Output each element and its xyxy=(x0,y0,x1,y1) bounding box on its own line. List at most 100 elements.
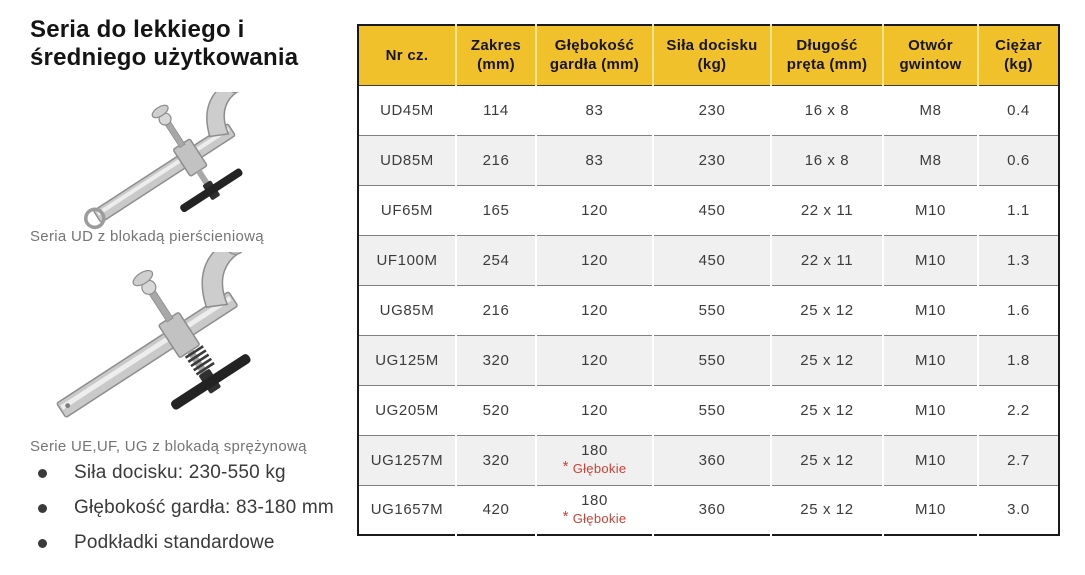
bullet-icon xyxy=(38,504,47,513)
cell-weight: 1.3 xyxy=(977,234,1059,285)
cell-clamping-force: 230 xyxy=(652,134,771,185)
bullet-icon xyxy=(38,539,47,548)
cell-throat-depth: 120 xyxy=(535,234,653,285)
deep-note: * Głębokie xyxy=(562,508,627,527)
feature-item: Podkładki standardowe xyxy=(38,532,348,554)
cell-clamping-force: 360 xyxy=(652,434,771,485)
cell-range: 254 xyxy=(455,234,536,285)
table-row: UG205M 520 120 550 25 x 12 M10 2.2 xyxy=(358,384,1059,435)
cell-thread-hole: M10 xyxy=(882,284,978,335)
cell-weight: 1.8 xyxy=(977,334,1059,385)
cell-range: 216 xyxy=(455,284,536,335)
feature-item: Głębokość gardła: 83-180 mm xyxy=(38,497,348,519)
cell-weight: 1.6 xyxy=(977,284,1059,335)
cell-bar-length: 25 x 12 xyxy=(770,284,883,335)
bullet-icon xyxy=(38,469,47,478)
cell-part-number: UD85M xyxy=(358,134,456,185)
cell-throat-depth: 83 xyxy=(535,134,653,185)
cell-throat-depth: 120 xyxy=(535,334,653,385)
cell-part-number: UF100M xyxy=(358,234,456,285)
table-row: UG125M 320 120 550 25 x 12 M10 1.8 xyxy=(358,334,1059,385)
spec-table-container: Nr cz. Zakres (mm) Głębokość gardła (mm)… xyxy=(357,24,1060,536)
cell-throat-depth: 120 xyxy=(535,384,653,435)
cell-clamping-force: 450 xyxy=(652,234,771,285)
clamp-ud-caption: Seria UD z blokadą pierścieniową xyxy=(30,228,264,245)
table-row: UF100M 254 120 450 22 x 11 M10 1.3 xyxy=(358,234,1059,285)
header-part-number: Nr cz. xyxy=(358,25,456,86)
asterisk-icon: * xyxy=(562,458,569,476)
cell-range: 165 xyxy=(455,184,536,235)
cell-part-number: UG85M xyxy=(358,284,456,335)
header-thread-hole: Otwór gwintow xyxy=(882,25,978,86)
table-header-row: Nr cz. Zakres (mm) Głębokość gardła (mm)… xyxy=(358,25,1059,86)
header-clamping-force: Siła docisku (kg) xyxy=(652,25,771,86)
cell-range: 420 xyxy=(455,484,536,535)
cell-weight: 1.1 xyxy=(977,184,1059,235)
cell-bar-length: 22 x 11 xyxy=(770,234,883,285)
cell-throat-depth: 83 xyxy=(535,85,653,135)
spec-table: Nr cz. Zakres (mm) Głębokość gardła (mm)… xyxy=(357,24,1060,536)
cell-thread-hole: M10 xyxy=(882,484,978,535)
feature-list: Siła docisku: 230-550 kg Głębokość gardł… xyxy=(38,462,348,567)
cell-thread-hole: M10 xyxy=(882,434,978,485)
feature-text: Podkładki standardowe xyxy=(74,532,275,553)
cell-bar-length: 25 x 12 xyxy=(770,484,883,535)
table-row: UF65M 165 120 450 22 x 11 M10 1.1 xyxy=(358,184,1059,235)
header-bar-length: Długość pręta (mm) xyxy=(770,25,883,86)
cell-throat-depth: 120 xyxy=(535,184,653,235)
cell-clamping-force: 550 xyxy=(652,384,771,435)
feature-item: Siła docisku: 230-550 kg xyxy=(38,462,348,484)
clamp-ug-image xyxy=(56,252,251,418)
cell-thread-hole: M10 xyxy=(882,184,978,235)
cell-range: 320 xyxy=(455,434,536,485)
cell-part-number: UG205M xyxy=(358,384,456,435)
table-row: UG1257M 320 180 * Głębokie 360 25 x 12 M1… xyxy=(358,434,1059,485)
cell-clamping-force: 450 xyxy=(652,184,771,235)
cell-thread-hole: M8 xyxy=(882,85,978,135)
cell-part-number: UF65M xyxy=(358,184,456,235)
table-row: UD85M 216 83 230 16 x 8 M8 0.6 xyxy=(358,134,1059,185)
cell-clamping-force: 230 xyxy=(652,85,771,135)
cell-weight: 2.2 xyxy=(977,384,1059,435)
header-weight: Ciężar (kg) xyxy=(977,25,1059,86)
cell-bar-length: 22 x 11 xyxy=(770,184,883,235)
feature-text: Siła docisku: 230-550 kg xyxy=(74,462,286,483)
cell-bar-length: 25 x 12 xyxy=(770,434,883,485)
cell-weight: 0.6 xyxy=(977,134,1059,185)
cell-range: 216 xyxy=(455,134,536,185)
clamp-ud-image xyxy=(84,92,246,230)
cell-bar-length: 16 x 8 xyxy=(770,134,883,185)
cell-throat-depth: 120 xyxy=(535,284,653,335)
cell-range: 520 xyxy=(455,384,536,435)
cell-thread-hole: M8 xyxy=(882,134,978,185)
table-row: UG1657M 420 180 * Głębokie 360 25 x 12 M1… xyxy=(358,484,1059,535)
cell-thread-hole: M10 xyxy=(882,234,978,285)
cell-bar-length: 25 x 12 xyxy=(770,334,883,385)
cell-part-number: UG125M xyxy=(358,334,456,385)
header-range: Zakres (mm) xyxy=(455,25,536,86)
cell-thread-hole: M10 xyxy=(882,334,978,385)
cell-clamping-force: 550 xyxy=(652,334,771,385)
cell-weight: 3.0 xyxy=(977,484,1059,535)
cell-clamping-force: 360 xyxy=(652,484,771,535)
cell-thread-hole: M10 xyxy=(882,384,978,435)
asterisk-icon: * xyxy=(562,508,569,526)
cell-weight: 0.4 xyxy=(977,85,1059,135)
cell-throat-depth: 180 * Głębokie xyxy=(535,484,653,535)
page-title: Seria do lekkiego i średniego użytkowani… xyxy=(30,16,299,72)
cell-part-number: UD45M xyxy=(358,85,456,135)
deep-note: * Głębokie xyxy=(562,458,627,477)
cell-part-number: UG1657M xyxy=(358,484,456,535)
cell-bar-length: 16 x 8 xyxy=(770,85,883,135)
cell-bar-length: 25 x 12 xyxy=(770,384,883,435)
cell-weight: 2.7 xyxy=(977,434,1059,485)
table-row: UD45M 114 83 230 16 x 8 M8 0.4 xyxy=(358,85,1059,135)
header-throat-depth: Głębokość gardła (mm) xyxy=(535,25,653,86)
cell-range: 114 xyxy=(455,85,536,135)
cell-throat-depth: 180 * Głębokie xyxy=(535,434,653,485)
cell-range: 320 xyxy=(455,334,536,385)
table-row: UG85M 216 120 550 25 x 12 M10 1.6 xyxy=(358,284,1059,335)
clamp-ug-caption: Serie UE,UF, UG z blokadą sprężynową xyxy=(30,438,307,455)
feature-text: Głębokość gardła: 83-180 mm xyxy=(74,497,334,518)
